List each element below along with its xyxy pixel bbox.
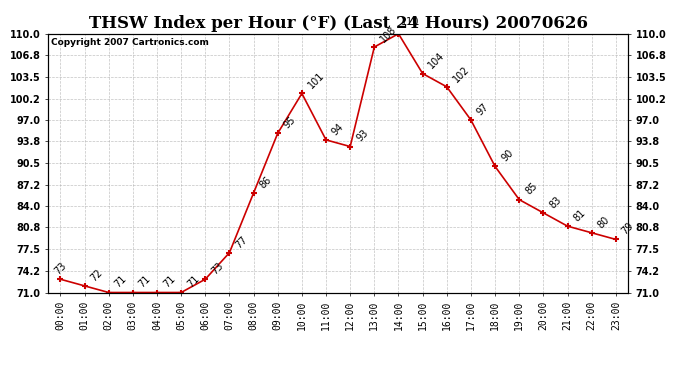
Text: 81: 81 — [572, 208, 587, 224]
Text: 104: 104 — [427, 51, 447, 71]
Text: 85: 85 — [524, 181, 539, 197]
Text: 102: 102 — [451, 64, 471, 84]
Title: THSW Index per Hour (°F) (Last 24 Hours) 20070626: THSW Index per Hour (°F) (Last 24 Hours)… — [88, 15, 588, 32]
Text: 73: 73 — [210, 261, 225, 276]
Text: 108: 108 — [379, 24, 399, 44]
Text: 110: 110 — [402, 17, 420, 27]
Text: 97: 97 — [475, 101, 491, 117]
Text: 71: 71 — [186, 274, 201, 290]
Text: 101: 101 — [306, 70, 326, 91]
Text: 94: 94 — [331, 122, 346, 137]
Text: 83: 83 — [548, 194, 563, 210]
Text: 95: 95 — [282, 115, 297, 130]
Text: 77: 77 — [234, 234, 250, 250]
Text: Copyright 2007 Cartronics.com: Copyright 2007 Cartronics.com — [51, 38, 209, 46]
Text: 73: 73 — [52, 261, 68, 276]
Text: 71: 71 — [161, 274, 177, 290]
Text: 72: 72 — [89, 267, 105, 283]
Text: 71: 71 — [113, 274, 128, 290]
Text: 71: 71 — [137, 274, 152, 290]
Text: 79: 79 — [620, 221, 635, 237]
Text: 80: 80 — [596, 214, 611, 230]
Text: 93: 93 — [355, 128, 370, 144]
Text: 86: 86 — [258, 174, 273, 190]
Text: 90: 90 — [500, 148, 515, 164]
